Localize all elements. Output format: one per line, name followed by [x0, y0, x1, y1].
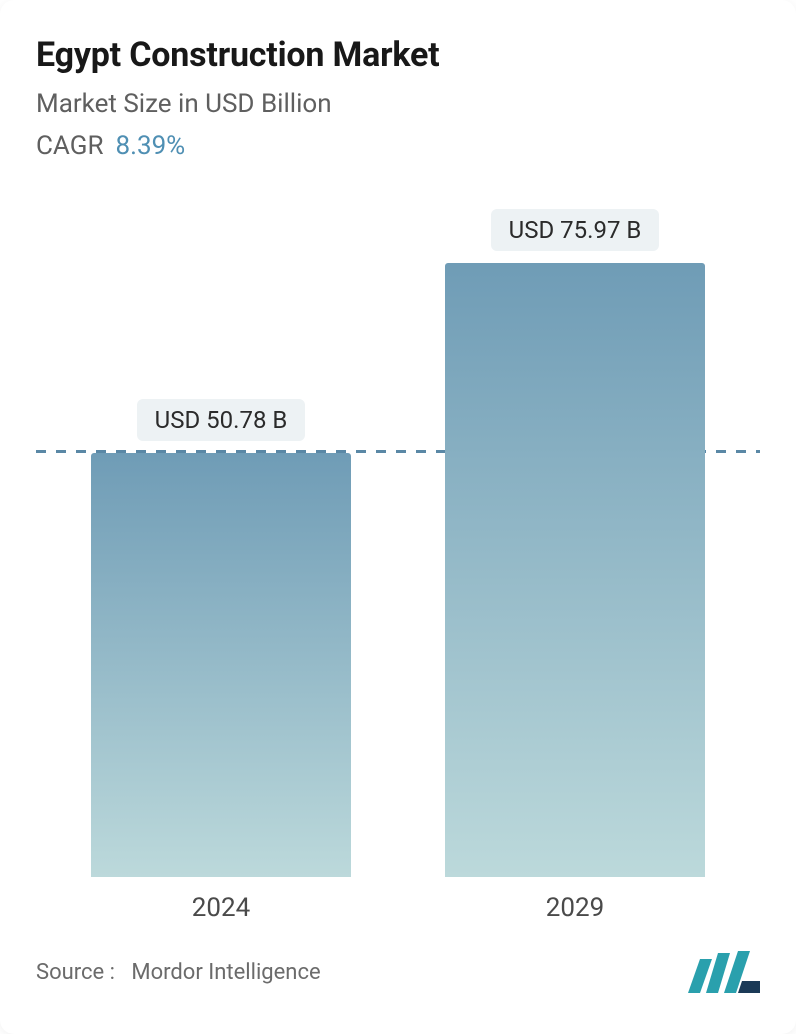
bar	[91, 453, 351, 877]
chart-area: USD 50.78 B USD 75.97 B	[36, 209, 760, 877]
source-name: Mordor Intelligence	[131, 960, 320, 985]
cagr-row: CAGR 8.39%	[36, 131, 760, 161]
footer: Source : Mordor Intelligence	[36, 951, 760, 993]
bar-col-1: USD 75.97 B	[445, 209, 705, 877]
logo-svg-icon	[686, 951, 760, 993]
chart-title: Egypt Construction Market	[36, 36, 760, 75]
x-label: 2024	[91, 893, 351, 923]
chart-card: Egypt Construction Market Market Size in…	[0, 0, 796, 1034]
source-text: Source : Mordor Intelligence	[36, 960, 321, 985]
value-badge: USD 50.78 B	[137, 399, 306, 441]
chart-subtitle: Market Size in USD Billion	[36, 89, 760, 119]
bar	[445, 263, 705, 877]
cagr-value: 8.39%	[115, 131, 185, 161]
cagr-label: CAGR	[36, 131, 103, 161]
value-badge: USD 75.97 B	[491, 209, 660, 251]
bars-row: USD 50.78 B USD 75.97 B	[36, 209, 760, 877]
x-axis-labels: 2024 2029	[36, 877, 760, 923]
x-label: 2029	[445, 893, 705, 923]
brand-logo-icon	[686, 951, 760, 993]
source-prefix: Source :	[36, 960, 115, 985]
bar-col-0: USD 50.78 B	[91, 209, 351, 877]
